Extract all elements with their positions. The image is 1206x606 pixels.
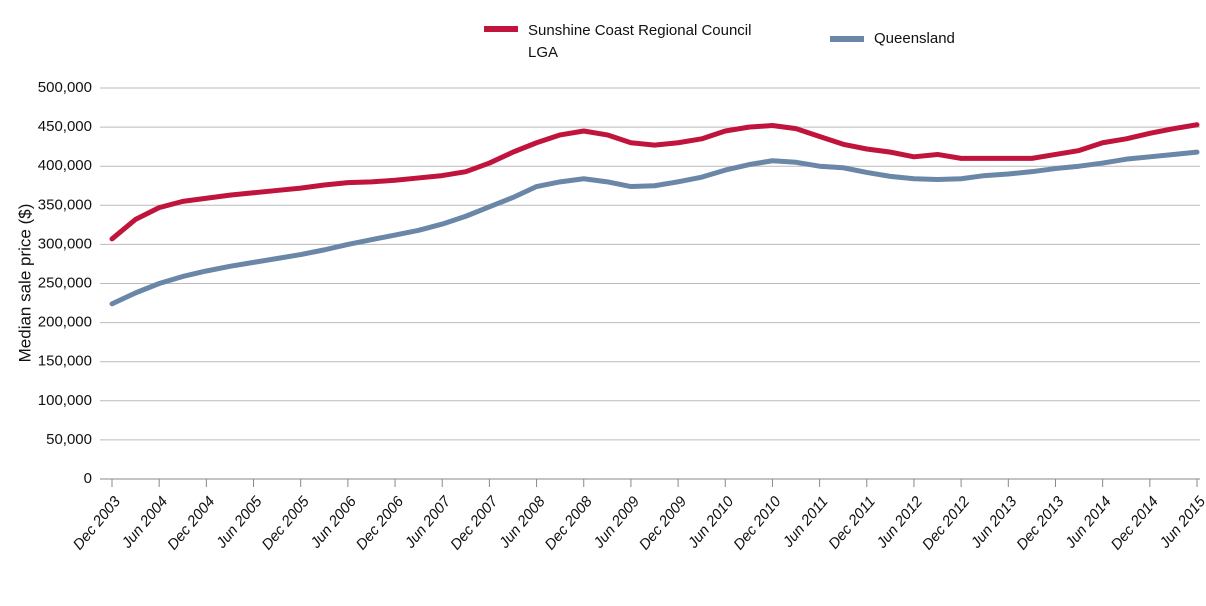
y-tick-label: 200,000: [38, 314, 92, 331]
legend-swatch: [830, 36, 864, 42]
x-tick-label: Dec 2010: [730, 493, 785, 554]
x-tick-label: Dec 2012: [919, 493, 974, 554]
y-tick-label: 400,000: [38, 157, 92, 174]
legend-item: Queensland: [830, 30, 955, 47]
x-tick-label: Jun 2015: [1156, 493, 1206, 552]
y-tick-label: 0: [84, 470, 92, 487]
y-tick-label: 150,000: [38, 353, 92, 370]
y-tick-label: 450,000: [38, 118, 92, 135]
x-tick-label: Dec 2009: [636, 493, 691, 554]
x-tick-label: Jun 2010: [684, 493, 738, 552]
x-tick-label: Jun 2004: [118, 493, 171, 552]
series-line: [109, 149, 1200, 307]
x-tick-label: Dec 2008: [542, 493, 597, 554]
x-tick-label: Dec 2011: [825, 493, 879, 552]
x-tick-label: Jun 2008: [495, 493, 549, 552]
x-tick-label: Jun 2007: [401, 493, 455, 552]
y-tick-label: 250,000: [38, 274, 92, 291]
x-tick-label: Jun 2005: [212, 493, 266, 552]
x-tick-label: Dec 2007: [447, 493, 502, 554]
x-tick-label: Dec 2004: [164, 493, 218, 553]
y-tick-label: 350,000: [38, 196, 92, 213]
x-tick-label: Jun 2009: [590, 493, 644, 552]
legend-label: Sunshine Coast Regional Council LGA: [528, 22, 752, 61]
x-tick-label: Jun 2012: [873, 493, 927, 552]
x-tick-label: Dec 2013: [1013, 493, 1068, 554]
x-tick-label: Jun 2013: [967, 493, 1021, 552]
x-tick-label: Jun 2006: [307, 493, 361, 552]
x-tick-label: Dec 2014: [1108, 493, 1162, 553]
x-tick-label: Dec 2003: [70, 493, 125, 554]
legend-swatch: [484, 26, 518, 32]
legend-item: Sunshine Coast Regional Council LGA: [484, 20, 784, 64]
y-tick-label: 300,000: [38, 235, 92, 252]
y-axis-label: Median sale price ($): [15, 204, 34, 363]
x-tick-label: Jun 2011: [779, 493, 832, 551]
series-line: [109, 122, 1200, 242]
x-tick-label: Jun 2014: [1061, 493, 1114, 552]
y-tick-label: 500,000: [38, 79, 92, 96]
x-tick-label: Dec 2006: [353, 493, 408, 554]
x-tick-label: Dec 2005: [258, 493, 313, 554]
y-tick-label: 100,000: [38, 392, 92, 409]
y-tick-label: 50,000: [46, 431, 92, 448]
legend-label: Queensland: [874, 30, 955, 47]
